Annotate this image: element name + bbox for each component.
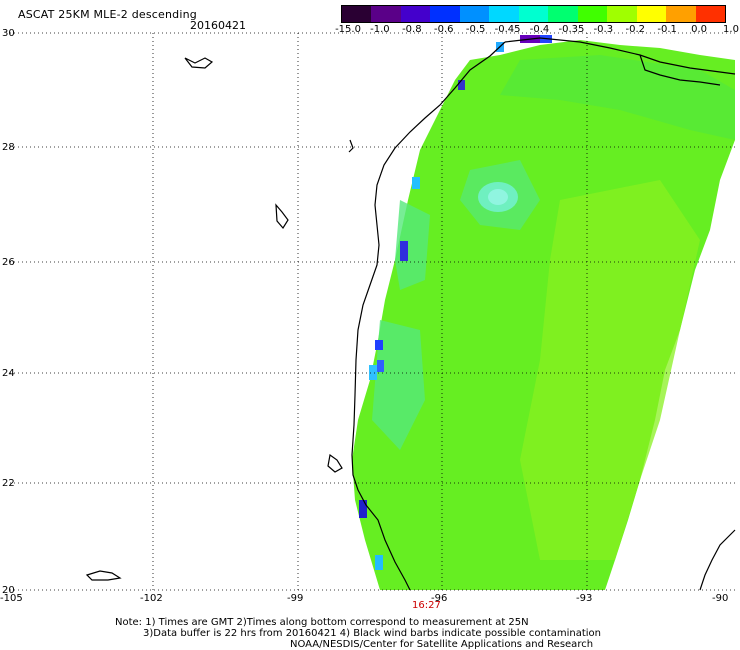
colorbar-tick-label: -0.2 <box>625 24 646 35</box>
data-swath <box>352 35 735 590</box>
colorbar-segment <box>577 6 608 22</box>
note-line-1: Note: 1) Times are GMT 2)Times along bot… <box>115 617 529 628</box>
colorbar-segment <box>371 6 401 22</box>
colorbar-segment <box>636 6 667 22</box>
product-title: ASCAT 25KM MLE-2 descending <box>18 8 197 21</box>
lon-labels: -105 -102 -99 -96 -93 -90 <box>0 593 728 604</box>
colorbar-segment <box>548 6 578 22</box>
colorbar-segment <box>607 6 637 22</box>
lon-label: -93 <box>576 593 592 604</box>
colorbar-tick-label: -0.3 <box>593 24 614 35</box>
lon-label: -102 <box>140 593 163 604</box>
lat-label: 20 <box>2 585 15 596</box>
colorbar-tick-label: -1.0 <box>370 24 390 35</box>
colorbar-segment <box>695 6 726 22</box>
colorbar-segment <box>459 6 490 22</box>
colorbar-segment <box>400 6 431 22</box>
colorbar-tick-label: -0.1 <box>657 24 677 35</box>
lat-label: 28 <box>2 142 15 153</box>
colorbar-segment <box>489 6 519 22</box>
colorbar-tick-label: -0.8 <box>402 24 422 35</box>
product-date: 20160421 <box>190 19 246 32</box>
colorbar-tick-label: -0.5 <box>465 24 486 35</box>
lat-label: 22 <box>2 478 15 489</box>
note-line-2: 3)Data buffer is 22 hrs from 20160421 4)… <box>143 628 601 639</box>
colorbar-segment <box>430 6 460 22</box>
colorbar-tick-label: 1.0 <box>723 24 739 35</box>
note-line-3: NOAA/NESDIS/Center for Satellite Applica… <box>290 639 594 650</box>
lat-label: 30 <box>2 28 15 39</box>
colorbar-tick-label: -0.4 <box>529 24 550 35</box>
pass-time-label: 16:27 <box>412 600 441 611</box>
colorbar-tick-label: -0.45 <box>494 24 521 35</box>
lat-labels: 30 28 26 24 22 20 <box>2 28 15 596</box>
colorbar-tick-label: -15.0 <box>335 24 361 35</box>
colorbar-segment <box>342 6 372 22</box>
lon-label: -96 <box>431 593 447 604</box>
colorbar-labels: -15.0 -1.0 -0.8 -0.6 -0.5 -0.45 -0.4 -0.35 -0.3-… <box>330 24 739 36</box>
lon-label: -99 <box>287 593 303 604</box>
colorbar <box>341 5 726 23</box>
lat-label: 26 <box>2 257 15 268</box>
coastline <box>85 37 736 591</box>
colorbar-tick-label: 0.0 <box>691 24 708 35</box>
graticule <box>10 32 735 591</box>
colorbar-segment <box>666 6 696 22</box>
colorbar-segment <box>518 6 549 22</box>
colorbar-tick-label: -0.6 <box>433 24 454 35</box>
lat-label: 24 <box>2 368 15 379</box>
lon-label: -90 <box>712 593 728 604</box>
colorbar-tick-label: -0.35 <box>558 24 585 35</box>
lon-label: -105 <box>0 593 23 604</box>
